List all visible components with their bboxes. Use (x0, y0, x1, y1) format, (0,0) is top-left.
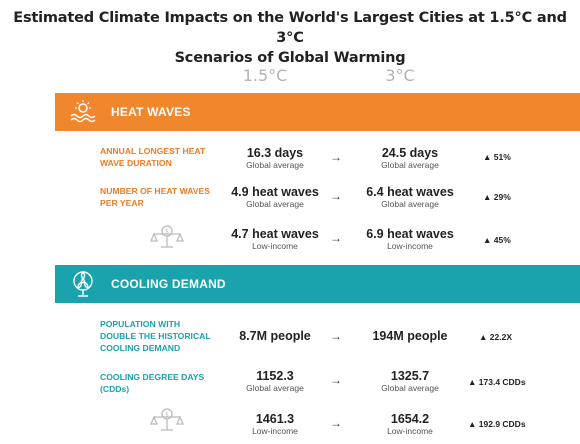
change-badge: ▲ 22.2X (479, 332, 512, 342)
heat-waves-banner: HEAT WAVES (55, 93, 580, 131)
balance-scale-icon: $ (150, 224, 184, 255)
value: 8.7M people (239, 329, 311, 343)
heat-count-lowincome-3c: 6.9 heat waves Low-income (345, 227, 475, 251)
value: 1152.3 (256, 369, 294, 383)
value: 16.3 days (246, 146, 304, 160)
value-note: Global average (246, 160, 304, 170)
population-3c: 194M people (345, 329, 475, 343)
cdd-1-5c: 1152.3 Global average (210, 369, 340, 393)
value-note: Low-income (387, 426, 433, 436)
value: 24.5 days (381, 146, 439, 160)
value: 1654.2 (390, 412, 430, 426)
value: 6.9 heat waves (366, 227, 454, 241)
value: 4.9 heat waves (231, 185, 319, 199)
value: 4.7 heat waves (231, 227, 319, 241)
value-note: Global average (246, 199, 304, 209)
change-badge: ▲ 173.4 CDDs (468, 377, 526, 387)
cooling-demand-banner: COOLING DEMAND (55, 265, 580, 303)
balance-scale-icon: $ (150, 407, 184, 438)
cdd-lowincome-3c: 1654.2 Low-income (345, 412, 475, 436)
change-badge: ▲ 29% (483, 192, 511, 202)
cooling-demand-label: COOLING DEMAND (111, 277, 226, 291)
arrow: → (330, 150, 342, 164)
value-note: Low-income (252, 241, 298, 251)
row-label-population: POPULATION WITH DOUBLE THE HISTORICAL CO… (100, 319, 211, 353)
value-note: Low-income (252, 426, 298, 436)
arrow: → (330, 416, 342, 430)
value: 6.4 heat waves (366, 185, 454, 199)
change-badge: ▲ 192.9 CDDs (468, 419, 526, 429)
svg-text:$: $ (165, 229, 169, 236)
heat-waves-label: HEAT WAVES (111, 105, 191, 119)
arrow: → (330, 329, 342, 343)
population-1-5c: 8.7M people (210, 329, 340, 343)
svg-text:$: $ (165, 412, 169, 419)
value-note: Global average (246, 383, 304, 393)
title-line-1: Estimated Climate Impacts on the World's… (13, 10, 567, 46)
heat-count-lowincome-1-5c: 4.7 heat waves Low-income (210, 227, 340, 251)
arrow: → (330, 231, 342, 245)
heat-duration-1-5c: 16.3 days Global average (210, 146, 340, 170)
row-label-heat-count: NUMBER OF HEAT WAVES PER YEAR (100, 186, 210, 208)
heat-count-1-5c: 4.9 heat waves Global average (210, 185, 340, 209)
page-title: Estimated Climate Impacts on the World's… (0, 8, 580, 68)
value: 194M people (372, 329, 448, 343)
column-header-3c: 3°C (385, 66, 415, 85)
column-header-1-5c: 1.5°C (242, 66, 288, 85)
value-note: Global average (381, 199, 439, 209)
title-line-2: Scenarios of Global Warming (174, 50, 406, 66)
row-label-cdd: COOLING DEGREE DAYS (CDDs) (100, 372, 205, 394)
fan-icon (61, 270, 105, 298)
arrow: → (330, 189, 342, 203)
heat-wave-icon (61, 99, 105, 125)
cdd-lowincome-1-5c: 1461.3 Low-income (210, 412, 340, 436)
cdd-3c: 1325.7 Global average (345, 369, 475, 393)
value: 1325.7 (390, 369, 430, 383)
heat-count-3c: 6.4 heat waves Global average (345, 185, 475, 209)
value: 1461.3 (255, 412, 295, 426)
value-note: Global average (381, 383, 439, 393)
value-note: Low-income (387, 241, 433, 251)
arrow: → (330, 373, 342, 387)
heat-duration-3c: 24.5 days Global average (345, 146, 475, 170)
change-badge: ▲ 51% (483, 152, 511, 162)
change-badge: ▲ 45% (483, 235, 511, 245)
row-label-heat-duration: ANNUAL LONGEST HEAT WAVE DURATION (100, 146, 206, 168)
value-note: Global average (381, 160, 439, 170)
